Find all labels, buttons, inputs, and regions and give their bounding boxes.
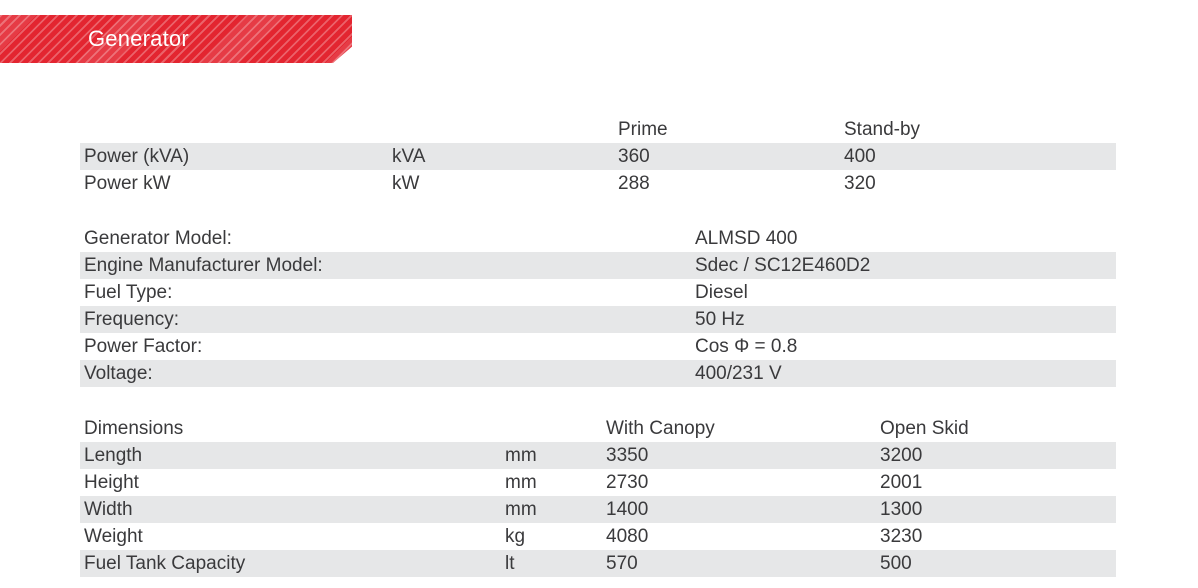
row-unit: mm [505, 445, 537, 466]
table-row: Weight kg 4080 3230 [80, 523, 1116, 550]
row-label: Power kW [84, 173, 171, 194]
skid-value: 1300 [880, 499, 923, 520]
row-unit: kg [505, 526, 526, 547]
row-unit: kW [392, 173, 420, 194]
spec-value: ALMSD 400 [695, 228, 798, 249]
table-row: Power Factor: Cos Φ = 0.8 [80, 333, 1116, 360]
canopy-value: 570 [606, 553, 638, 574]
spec-value: Diesel [695, 282, 748, 303]
spec-value: 400/231 V [695, 363, 782, 384]
specs-list: Generator Model: ALMSD 400 Engine Manufa… [80, 225, 1116, 387]
column-header-prime: Prime [618, 119, 668, 140]
dimensions-header-row: Dimensions With Canopy Open Skid [80, 415, 1116, 442]
row-label: Length [84, 445, 143, 466]
skid-value: 500 [880, 553, 912, 574]
standby-value: 400 [844, 146, 876, 167]
column-header-openskid: Open Skid [880, 418, 969, 439]
spec-label: Generator Model: [84, 228, 232, 249]
skid-value: 2001 [880, 472, 923, 493]
spec-label: Engine Manufacturer Model: [84, 255, 323, 276]
row-unit: mm [505, 472, 537, 493]
page-title: Generator [88, 26, 189, 51]
row-label: Weight [84, 526, 143, 547]
skid-value: 3200 [880, 445, 923, 466]
spec-label: Fuel Type: [84, 282, 173, 303]
row-label: Power (kVA) [84, 146, 190, 167]
table-row: Length mm 3350 3200 [80, 442, 1116, 469]
row-unit: kVA [392, 146, 426, 167]
table-row: Frequency: 50 Hz [80, 306, 1116, 333]
standby-value: 320 [844, 173, 876, 194]
prime-value: 288 [618, 173, 650, 194]
table-row: Power kW kW 288 320 [80, 170, 1116, 197]
row-label: Fuel Tank Capacity [84, 553, 246, 574]
table-row: Fuel Tank Capacity lt 570 500 [80, 550, 1116, 577]
canopy-value: 4080 [606, 526, 649, 547]
spec-value: Sdec / SC12E460D2 [695, 255, 871, 276]
canopy-value: 1400 [606, 499, 649, 520]
spec-value: Cos Φ = 0.8 [695, 336, 798, 357]
table-row: Engine Manufacturer Model: Sdec / SC12E4… [80, 252, 1116, 279]
canopy-value: 2730 [606, 472, 649, 493]
spec-label: Voltage: [84, 363, 153, 384]
column-header-standby: Stand-by [844, 119, 921, 140]
table-row: Power (kVA) kVA 360 400 [80, 143, 1116, 170]
canopy-value: 3350 [606, 445, 649, 466]
column-header-canopy: With Canopy [606, 418, 715, 439]
spec-label: Frequency: [84, 309, 180, 330]
table-row: Voltage: 400/231 V [80, 360, 1116, 387]
row-unit: mm [505, 499, 537, 520]
dimensions-table: Dimensions With Canopy Open Skid Length … [80, 415, 1116, 577]
spec-value: 50 Hz [695, 309, 745, 330]
table-row: Width mm 1400 1300 [80, 496, 1116, 523]
prime-value: 360 [618, 146, 650, 167]
row-label: Height [84, 472, 139, 493]
power-table: Prime Stand-by Power (kVA) kVA 360 400 P… [80, 116, 1116, 197]
table-row: Height mm 2730 2001 [80, 469, 1116, 496]
table-row: Generator Model: ALMSD 400 [80, 225, 1116, 252]
skid-value: 3230 [880, 526, 923, 547]
row-label: Width [84, 499, 133, 520]
power-table-header-row: Prime Stand-by [80, 116, 1116, 143]
section-banner: Generator [0, 15, 352, 63]
spec-label: Power Factor: [84, 336, 203, 357]
table-row: Fuel Type: Diesel [80, 279, 1116, 306]
row-unit: lt [505, 553, 515, 574]
dimensions-title: Dimensions [84, 418, 184, 439]
